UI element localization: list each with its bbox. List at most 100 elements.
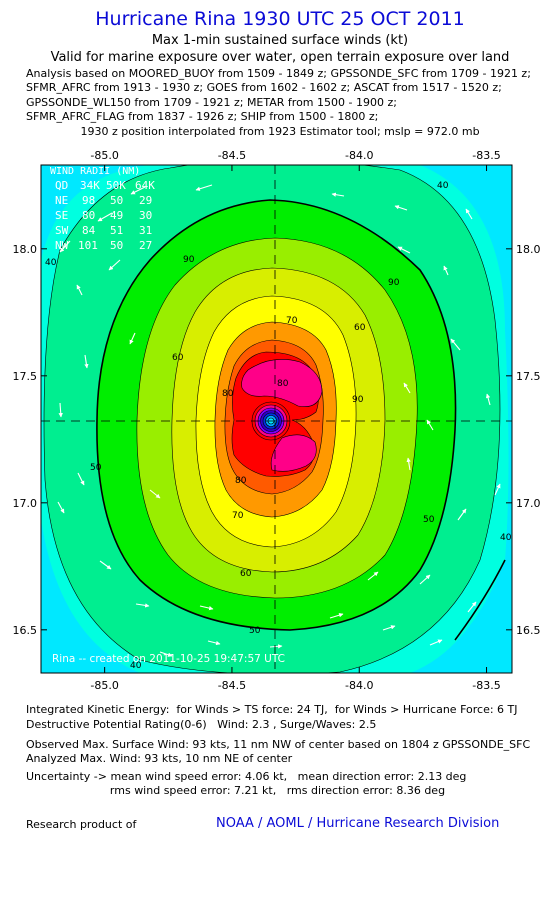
analysis-line: Analysis based on MOORED_BUOY from 1509 …: [26, 67, 531, 80]
contour-label: 90: [183, 255, 195, 265]
wind-radii-cell: 101: [78, 239, 98, 252]
ike-line: Integrated Kinetic Energy: for Winds > T…: [26, 703, 518, 716]
research-label: Research product of: [26, 818, 137, 831]
noaa-credit-link[interactable]: NOAA / AOML / Hurricane Research Divisio…: [216, 816, 500, 831]
x-tick-label: -85.0: [90, 679, 118, 692]
x-tick-label: -84.0: [345, 679, 373, 692]
contour-labels: 40 40 40 40 90 90 50 50 50 60 60 60 70 7…: [45, 181, 512, 671]
wind-contour-50-se: [454, 559, 506, 641]
contour-label: 70: [232, 511, 244, 521]
wind-max-north: [241, 359, 323, 407]
wind-vector: [394, 205, 408, 211]
wind-radii-cell: 49: [110, 209, 123, 222]
contour-label: 60: [172, 353, 184, 363]
contour-label: 80: [222, 389, 234, 399]
validity-note: Valid for marine exposure over water, op…: [50, 50, 510, 65]
wind-vector: [485, 393, 491, 406]
y-axis-left: 18.0 17.5 17.0 16.5: [13, 243, 47, 637]
x-axis-top: -85.0 -84.5 -84.0 -83.5: [90, 149, 501, 171]
y-tick-label: 16.5: [13, 624, 38, 637]
wind-vector: [426, 419, 434, 431]
y-tick-label: 17.5: [13, 370, 38, 383]
wind-radii-title: WIND RADII (NM): [50, 166, 140, 177]
contour-label: 50: [423, 515, 435, 525]
wind-vectors: [57, 184, 501, 657]
chart-title: Hurricane Rina 1930 UTC 25 OCT 2011: [95, 8, 465, 30]
contour-label: 70: [286, 316, 298, 326]
contour-label: 80: [235, 476, 247, 486]
y-tick-label: 18.0: [516, 243, 541, 256]
wind-vector: [195, 184, 213, 191]
contour-label: 80: [277, 379, 289, 389]
wind-vector: [97, 212, 113, 222]
wind-vector: [130, 186, 146, 195]
contour-label: 40: [130, 661, 142, 671]
chart-subtitle: Max 1-min sustained surface winds (kt): [151, 33, 409, 48]
wind-vector: [367, 571, 379, 581]
wind-vector: [108, 259, 121, 271]
wind-vector: [382, 625, 396, 631]
wind-vector: [77, 472, 85, 486]
wind-radii-cell: SE: [55, 209, 68, 222]
contour-label: 40: [500, 533, 512, 543]
wind-radii-cell: 50: [110, 194, 123, 207]
y-axis-right: 18.0 17.5 17.0 16.5: [506, 243, 541, 637]
wind-vector: [135, 603, 150, 608]
wind-radii-header: QD: [55, 179, 68, 192]
wind-vector: [99, 560, 112, 570]
wind-radii-cell: 27: [139, 239, 152, 252]
contour-label: 40: [437, 181, 449, 191]
analysis-line: SFMR_AFRC_FLAG from 1837 - 1926 z; SHIP …: [26, 109, 379, 123]
analyzed-max-line: Analyzed Max. Wind: 93 kts, 10 nm NE of …: [26, 752, 293, 765]
wind-vector: [429, 639, 443, 646]
wind-radii-cell: 30: [139, 209, 152, 222]
wind-radii-cell: SW: [55, 224, 69, 237]
wind-radii-header: 64K: [135, 179, 155, 192]
wind-vector: [465, 208, 473, 220]
center-crosshair: [41, 165, 512, 673]
contour-field: 40 40 40 40 90 90 50 50 50 60 60 60 70 7…: [41, 165, 512, 673]
y-tick-label: 17.5: [516, 370, 541, 383]
contour-label: 60: [354, 323, 366, 333]
y-tick-label: 17.0: [516, 497, 541, 510]
wind-radii-header: 50K: [106, 179, 126, 192]
wind-vector: [269, 644, 283, 649]
wind-vector: [443, 265, 449, 276]
wind-vector: [199, 605, 214, 611]
wind-max-south: [270, 434, 317, 472]
x-tick-label: -83.5: [472, 149, 500, 162]
wind-vector: [403, 382, 411, 394]
wind-vector: [419, 574, 431, 585]
wind-vector: [58, 402, 63, 418]
contour-label: 90: [388, 278, 400, 288]
analysis-sources: Analysis based on MOORED_BUOY from 1509 …: [26, 67, 531, 124]
wind-vector: [494, 483, 501, 496]
wind-vector: [457, 508, 467, 521]
created-stamp: Rina -- created on 2011-10-25 19:47:57 U…: [52, 653, 285, 665]
wind-radii-cell: NW: [55, 239, 69, 252]
wind-vector: [467, 601, 477, 613]
dpr-line: Destructive Potential Rating(0-6) Wind: …: [26, 718, 377, 731]
wind-radii-cell: 80: [82, 209, 95, 222]
analysis-line: GPSSONDE_WL150 from 1709 - 1921 z; METAR…: [26, 95, 397, 109]
contour-label: 50: [90, 463, 102, 473]
y-tick-label: 18.0: [13, 243, 38, 256]
contour-label: 90: [352, 395, 364, 405]
position-note: 1930 z position interpolated from 1923 E…: [80, 125, 480, 138]
x-tick-label: -85.0: [90, 149, 118, 162]
wind-vector: [329, 613, 344, 619]
contour-label: 40: [45, 258, 57, 268]
plot-frame: [40, 164, 513, 674]
wind-vector: [84, 354, 89, 369]
analysis-line: SFMR_AFRC from 1913 - 1930 z; GOES from …: [26, 81, 502, 95]
wind-vector: [450, 338, 461, 351]
wind-field-map: 40 40 40 40 90 90 50 50 50 60 60 60 70 7…: [13, 149, 541, 692]
contour-label: 50: [249, 626, 261, 636]
x-tick-label: -84.5: [218, 149, 246, 162]
x-tick-label: -84.0: [345, 149, 373, 162]
y-tick-label: 17.0: [13, 497, 38, 510]
uncertainty-line-2: rms wind speed error: 7.21 kt, rms direc…: [26, 784, 446, 797]
wind-vector: [331, 192, 345, 197]
x-tick-label: -84.5: [218, 679, 246, 692]
contour-label: 60: [240, 569, 252, 579]
